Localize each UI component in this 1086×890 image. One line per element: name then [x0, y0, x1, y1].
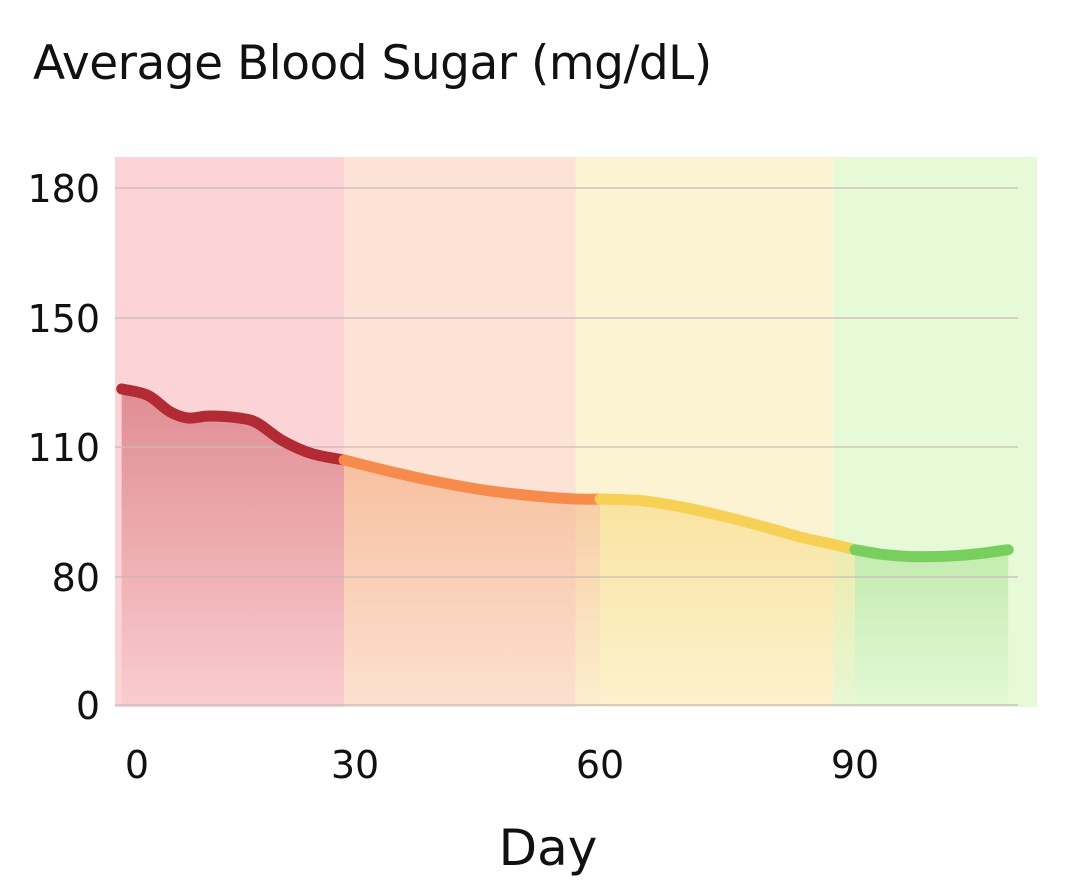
gridlines	[115, 187, 1018, 706]
series-line-high	[116, 383, 350, 466]
series-lines	[116, 383, 1014, 563]
y-tick-label: 80	[52, 556, 100, 600]
area-fills	[121, 388, 1009, 707]
series-line-elevated	[338, 454, 606, 505]
area-fill-normal	[855, 549, 1009, 707]
y-tick-label: 0	[76, 684, 100, 728]
area-fill-high	[121, 388, 345, 707]
y-tick-label: 110	[27, 426, 100, 470]
x-tick-label: 0	[125, 743, 149, 787]
area-fill-elevated	[344, 460, 600, 707]
x-axis-label: Day	[499, 819, 598, 877]
y-tick-label: 150	[27, 297, 100, 341]
series-line-borderline	[594, 493, 861, 556]
area-fill-borderline	[600, 499, 855, 707]
y-axis-ticks: 0 80 110 150 180	[27, 167, 100, 728]
x-tick-label: 60	[576, 743, 624, 787]
series-line-normal	[849, 544, 1014, 563]
y-tick-label: 180	[27, 167, 100, 211]
chart-title: Average Blood Sugar (mg/dL)	[33, 36, 712, 91]
x-axis-ticks: 0 30 60 90	[125, 743, 879, 787]
x-tick-label: 30	[331, 743, 379, 787]
x-tick-label: 90	[831, 743, 879, 787]
